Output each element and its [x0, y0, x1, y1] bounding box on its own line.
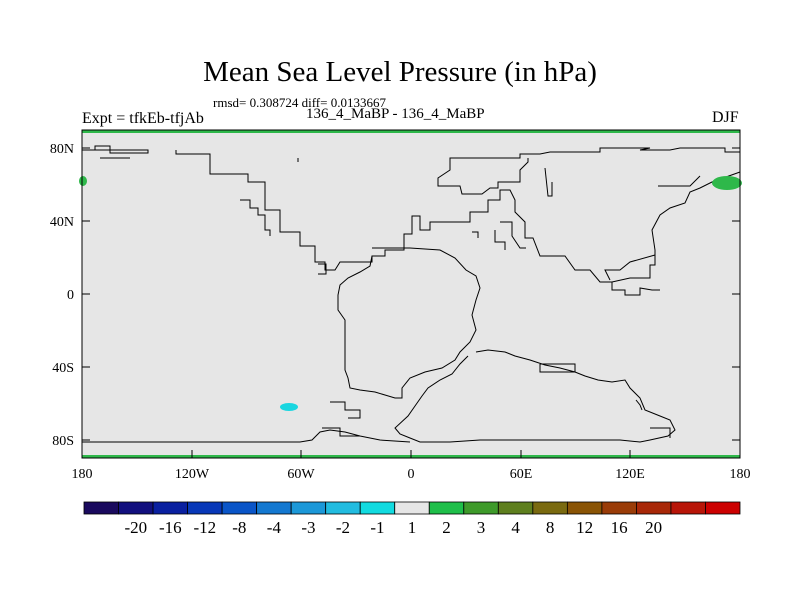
colorbar-swatch [463, 501, 499, 515]
lat-ticks [82, 147, 740, 441]
lon-label-180w: 180 [72, 467, 93, 482]
colorbar-swatch [359, 501, 396, 515]
colorbar-tick-label: -16 [158, 518, 182, 537]
colorbar-tick-label: 20 [645, 518, 663, 537]
positive-anomaly-blob-east [712, 176, 742, 190]
colorbar-swatch [187, 501, 223, 515]
lat-label-40n: 40N [50, 215, 74, 230]
lon-label-180e: 180 [730, 467, 751, 482]
colorbar-swatch [601, 501, 637, 515]
colorbar-swatch [497, 501, 534, 515]
map-background [82, 130, 740, 458]
colorbar-swatch [221, 501, 258, 515]
colorbar-tick-label: 16 [610, 518, 628, 537]
colorbar-tick-label: 3 [476, 518, 486, 537]
colorbar-tick-label: -1 [370, 518, 385, 537]
season-label: DJF [712, 109, 739, 126]
colorbar-swatch [428, 501, 465, 515]
colorbar-tick-label: -2 [335, 518, 351, 537]
colorbar-swatch [256, 501, 292, 515]
stats-text: rmsd= 0.308724 diff= 0.0133667 [213, 95, 386, 110]
lon-label-60w: 60W [287, 467, 315, 482]
colorbar-tick-label: -3 [301, 518, 316, 537]
lon-ticks [81, 450, 741, 458]
colorbar-swatch [118, 501, 154, 515]
lat-label-40s: 40S [52, 361, 74, 376]
negative-anomaly-blob [280, 403, 298, 411]
colorbar-tick-label: -8 [232, 518, 247, 537]
experiment-label: Expt = tfkEb-tfjAb [82, 110, 204, 127]
colorbar-tick-label: 4 [511, 518, 520, 537]
colorbar-swatch [394, 501, 430, 515]
lon-label-0: 0 [408, 467, 415, 482]
lat-label-0: 0 [67, 288, 74, 303]
lon-label-120e: 120E [615, 467, 645, 482]
colorbar [83, 501, 741, 515]
colorbar-swatch [670, 501, 706, 515]
subtitle: 136_4_MaBP - 136_4_MaBP [306, 106, 485, 122]
colorbar-swatch [83, 501, 119, 515]
colorbar-tick-label: 8 [545, 518, 555, 537]
lat-label-80s: 80S [52, 434, 74, 449]
colorbar-tick-label: -4 [266, 518, 281, 537]
colorbar-swatch [566, 501, 603, 515]
coastlines [82, 145, 741, 443]
colorbar-swatch [705, 501, 741, 515]
top-anomaly-band [82, 130, 740, 133]
colorbar-tick-label: -20 [124, 518, 148, 537]
lat-label-80n: 80N [50, 142, 74, 157]
colorbar-swatch [290, 501, 327, 515]
colorbar-swatch [532, 501, 568, 515]
colorbar-tick-label: 12 [576, 518, 594, 537]
colorbar-tick-label: 1 [407, 518, 417, 537]
lon-label-60e: 60E [510, 467, 533, 482]
colorbar-swatch [325, 501, 361, 515]
chart-title: Mean Sea Level Pressure (in hPa) [203, 56, 597, 88]
positive-anomaly-blob-west [79, 176, 87, 186]
colorbar-swatch [152, 501, 188, 515]
colorbar-tick-label: 2 [442, 518, 451, 537]
lon-label-120w: 120W [175, 467, 210, 482]
colorbar-swatch [636, 501, 672, 515]
colorbar-tick-label: -12 [193, 518, 217, 537]
